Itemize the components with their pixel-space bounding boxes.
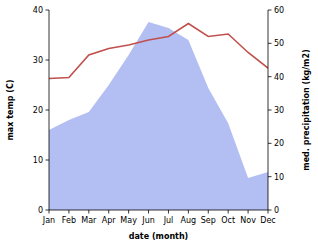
y2-tick [268,176,272,177]
x-tick [228,210,229,214]
x-tick-label: May [120,216,137,225]
y2-tick [268,110,272,111]
x-tick-label: Feb [62,216,76,225]
chart-container: 0 10 20 30 40 0 10 20 30 40 50 60 Jan Feb Mar AprMay Jun… [0,0,318,247]
y2-tick [268,43,272,44]
y2-tick [268,10,272,11]
y2-tick-label: 10 [274,173,284,182]
x-tick-label: Oct [221,216,235,225]
x-tick-label: Jul [163,216,174,225]
x-tick [248,210,249,214]
x-tick [49,210,50,214]
x-tick-label: Jan [42,216,55,225]
y-tick-label: 20 [33,106,43,115]
y-tick [46,210,50,211]
x-tick [148,210,149,214]
x-tick-label: Dec [260,216,275,225]
x-tick [68,210,69,214]
y-tick-label: 30 [33,56,43,65]
y2-tick [268,143,272,144]
x-tick [268,210,269,214]
y-tick-label: 40 [33,6,43,15]
x-tick [168,210,169,214]
y2-tick-label: 20 [274,139,284,148]
y2-tick-label: 0 [274,206,279,215]
y2-tick-label: 30 [274,106,284,115]
y-tick [46,160,50,161]
y-tick-label: 0 [38,206,43,215]
y2-tick-label: 40 [274,73,284,82]
chart: 0 10 20 30 40 0 10 20 30 40 50 60 Jan Feb Mar AprMay Jun… [0,0,318,247]
x-tick [88,210,89,214]
y2-tick-label: 50 [274,39,284,48]
x-tick-label: Nov [240,216,256,225]
y-tick [46,10,50,11]
y-axis-label: max temp (C) [6,80,15,141]
y2-tick [268,76,272,77]
y-tick-label: 10 [33,156,43,165]
temperature-line [49,24,268,79]
x-tick-label: Mar [81,216,97,225]
x-tick-label: Apr [102,216,117,225]
y2-tick-label: 60 [274,6,284,15]
x-tick [208,210,209,214]
x-axis-label: date (month) [129,232,189,241]
x-tick [188,210,189,214]
x-tick [108,210,109,214]
x-tick [128,210,129,214]
x-tick-label: Jun [141,216,155,225]
x-axis [49,210,268,211]
plot-area [49,22,268,210]
y-tick [46,60,50,61]
x-tick-label: Sep [201,216,216,225]
y2-axis-label: med. precipitation (kg/m2) [302,49,311,170]
x-tick-label: Aug [181,216,197,225]
y-tick [46,110,50,111]
precipitation-area [49,22,268,210]
y2-tick [268,210,272,211]
